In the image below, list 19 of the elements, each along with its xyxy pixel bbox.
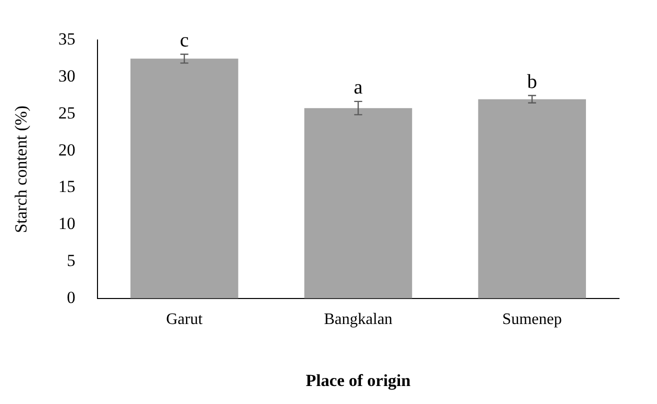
y-tick-label: 15 <box>58 177 76 196</box>
y-tick-label: 35 <box>58 30 76 49</box>
y-tick-label: 20 <box>58 140 76 160</box>
y-tick-label: 10 <box>58 214 76 234</box>
y-tick-label: 25 <box>58 103 76 122</box>
x-tick-label: Garut <box>166 311 204 328</box>
annotation: b <box>527 70 538 93</box>
annotation: a <box>354 76 363 99</box>
y-tick-label: 5 <box>66 250 76 270</box>
x-tick-label: Bangkalan <box>324 311 392 328</box>
y-axis-title: Starch content (%) <box>12 106 31 234</box>
bar <box>130 58 238 298</box>
x-axis-title: Place of origin <box>306 371 412 390</box>
annotation: c <box>180 29 189 52</box>
y-tick-label: 0 <box>66 288 76 307</box>
y-tick-label: 30 <box>58 66 76 86</box>
bar <box>304 108 412 298</box>
bar <box>478 99 586 298</box>
x-tick-label: Sumenep <box>502 311 562 328</box>
